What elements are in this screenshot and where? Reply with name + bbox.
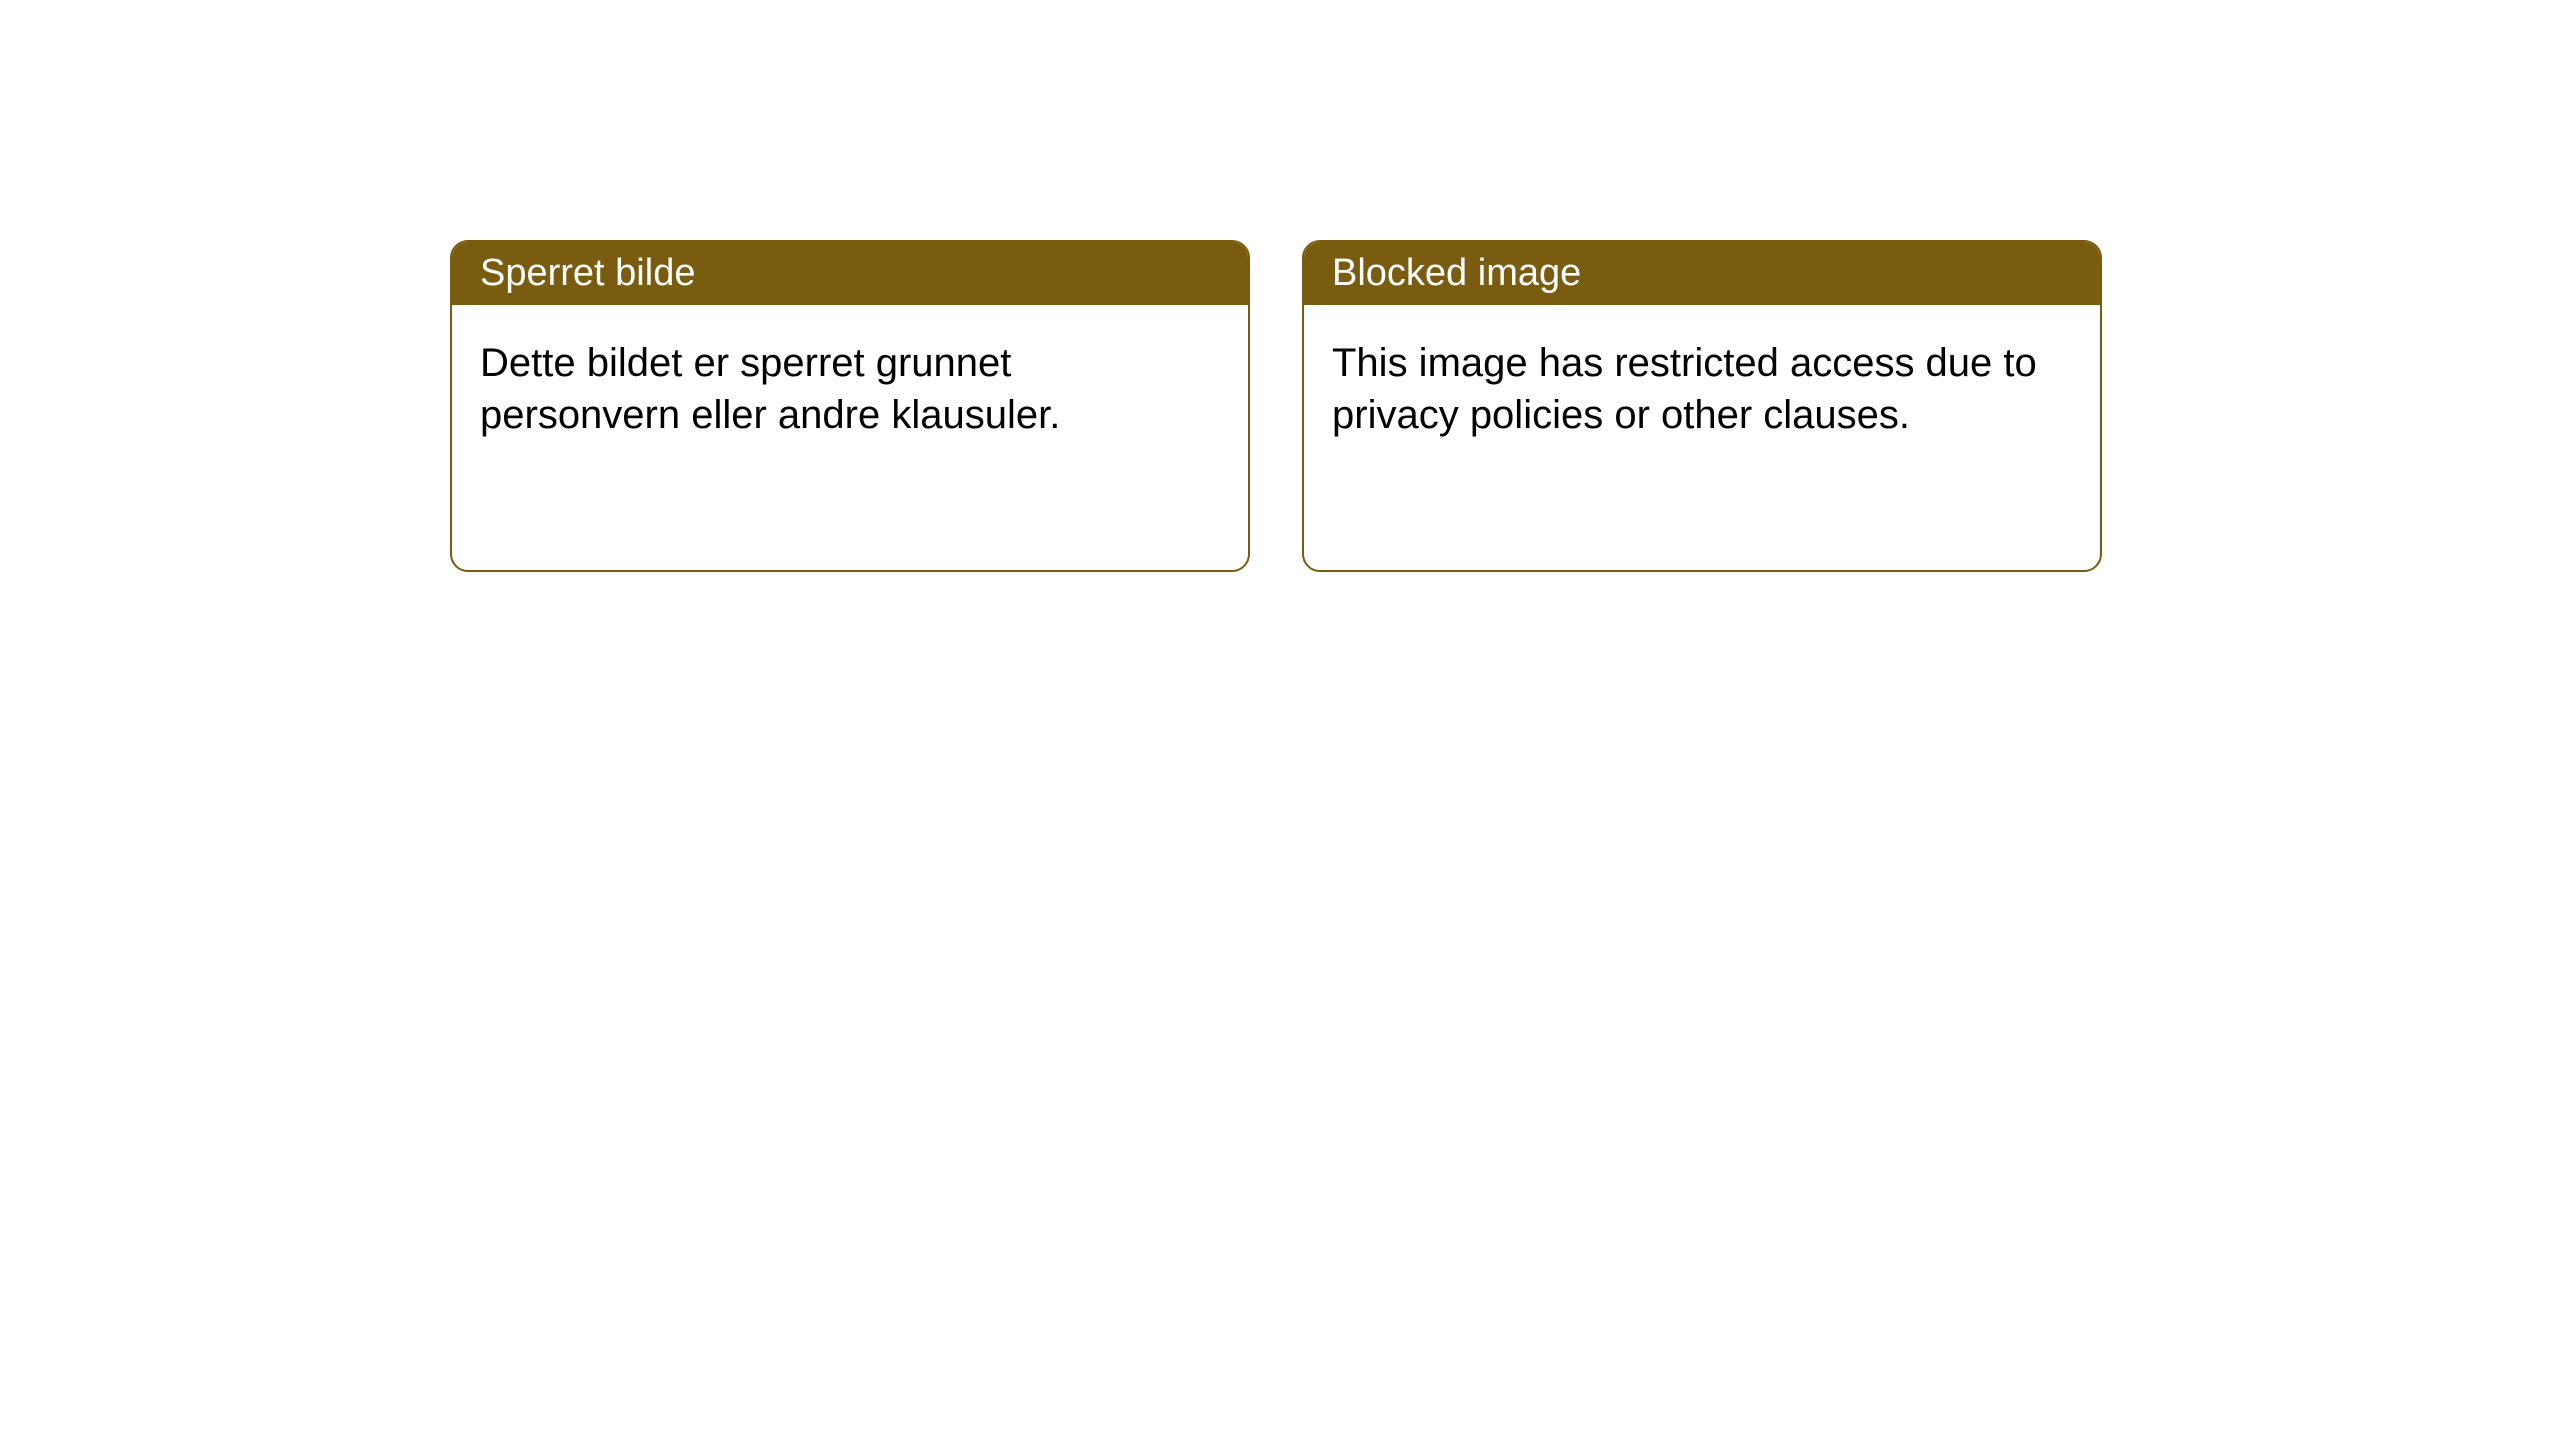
notice-message: Dette bildet er sperret grunnet personve… xyxy=(480,341,1060,437)
notice-container: Sperret bilde Dette bildet er sperret gr… xyxy=(0,0,2560,572)
notice-title: Sperret bilde xyxy=(480,252,695,294)
notice-body: Dette bildet er sperret grunnet personve… xyxy=(452,305,1248,473)
notice-body: This image has restricted access due to … xyxy=(1304,305,2100,473)
notice-title: Blocked image xyxy=(1332,252,1581,294)
notice-card-english: Blocked image This image has restricted … xyxy=(1302,240,2102,572)
notice-message: This image has restricted access due to … xyxy=(1332,341,2037,437)
notice-card-norwegian: Sperret bilde Dette bildet er sperret gr… xyxy=(450,240,1250,572)
notice-header: Sperret bilde xyxy=(452,242,1248,305)
notice-header: Blocked image xyxy=(1304,242,2100,305)
